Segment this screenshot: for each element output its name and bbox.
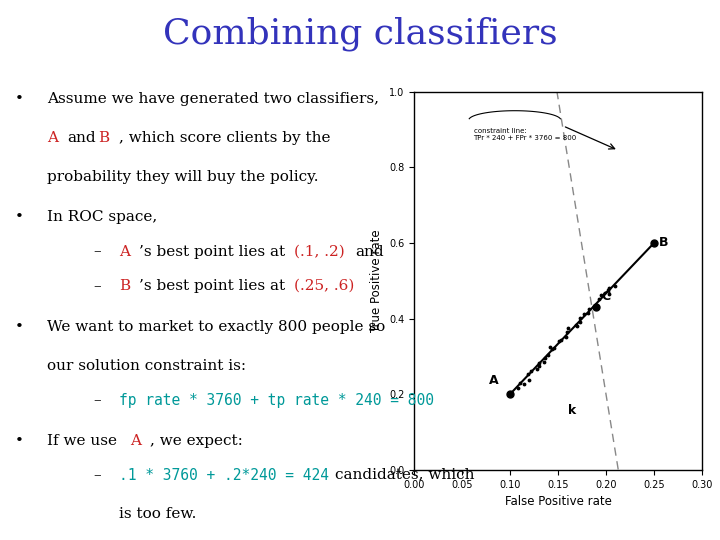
Text: Assume we have generated two classifiers,: Assume we have generated two classifiers… xyxy=(47,92,379,106)
Text: •: • xyxy=(14,434,23,448)
Text: k: k xyxy=(568,404,577,417)
Text: If we use: If we use xyxy=(47,434,117,448)
Text: •: • xyxy=(14,92,23,106)
Text: B: B xyxy=(119,279,130,293)
Text: C: C xyxy=(601,291,611,303)
Text: constraint line:
TPr * 240 + FPr * 3760 = 800: constraint line: TPr * 240 + FPr * 3760 … xyxy=(474,127,577,141)
Text: ’s best point lies at: ’s best point lies at xyxy=(139,245,285,259)
Text: , which score clients by the: , which score clients by the xyxy=(119,131,330,145)
Text: A: A xyxy=(489,374,498,387)
Text: A: A xyxy=(130,434,140,448)
Text: .1 * 3760 + .2*240 = 424: .1 * 3760 + .2*240 = 424 xyxy=(119,468,329,483)
Text: candidates, which: candidates, which xyxy=(335,468,474,482)
Text: Combining classifiers: Combining classifiers xyxy=(163,16,557,51)
Text: (.1, .2): (.1, .2) xyxy=(294,245,344,259)
Text: is too few.: is too few. xyxy=(119,507,196,521)
Text: fp rate * 3760 + tp rate * 240 = 800: fp rate * 3760 + tp rate * 240 = 800 xyxy=(119,393,433,408)
Text: , we expect:: , we expect: xyxy=(150,434,243,448)
Text: and: and xyxy=(355,245,384,259)
Text: (.25, .6): (.25, .6) xyxy=(294,279,354,293)
Text: •: • xyxy=(14,320,23,334)
Text: •: • xyxy=(14,211,23,225)
Text: –: – xyxy=(94,468,102,482)
Text: A: A xyxy=(119,245,130,259)
Text: probability they will buy the policy.: probability they will buy the policy. xyxy=(47,170,318,184)
Text: and: and xyxy=(67,131,96,145)
Y-axis label: True Positive rate: True Positive rate xyxy=(370,230,383,332)
Text: –: – xyxy=(94,279,102,293)
Text: our solution constraint is:: our solution constraint is: xyxy=(47,359,246,373)
Text: B: B xyxy=(99,131,109,145)
Text: –: – xyxy=(94,245,102,259)
Text: We want to market to exactly 800 people so: We want to market to exactly 800 people … xyxy=(47,320,385,334)
Text: –: – xyxy=(94,393,102,407)
Text: ’s best point lies at: ’s best point lies at xyxy=(139,279,285,293)
Text: A: A xyxy=(47,131,58,145)
Text: In ROC space,: In ROC space, xyxy=(47,211,157,225)
X-axis label: False Positive rate: False Positive rate xyxy=(505,495,611,508)
Text: B: B xyxy=(659,237,668,249)
